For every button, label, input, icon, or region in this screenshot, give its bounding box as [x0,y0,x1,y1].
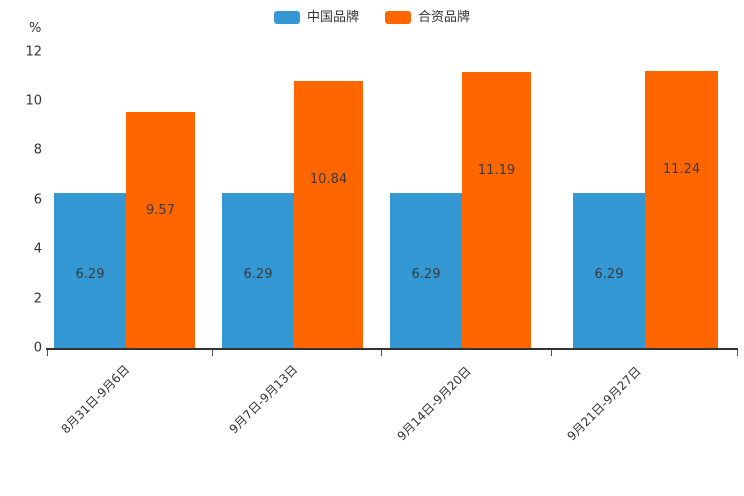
x-axis-label-1: 9月7日-9月13日 [226,362,301,437]
y-tick-label-6: 6 [33,192,42,208]
y-tick-label-2: 2 [33,291,42,307]
bar-value-label: 11.19 [477,163,516,178]
bar-value-label: 10.84 [309,172,348,187]
bar-joint-venture-brand-2[interactable]: 11.19 [462,72,531,348]
bar-value-label: 6.29 [411,267,441,282]
legend-label-china-brand: 中国品牌 [306,10,359,25]
y-tick-label-0: 0 [33,340,42,356]
bar-value-label: 6.29 [243,267,273,282]
x-axis-label-3: 9月21日-9月27日 [564,364,644,444]
x-axis-label-2: 9月14日-9月20日 [394,364,474,444]
x-axis-tick [737,350,738,356]
bar-joint-venture-brand-1[interactable]: 10.84 [294,81,363,348]
x-axis-line [46,348,738,350]
y-axis-unit-label: % [29,21,42,36]
chart-legend: 中国品牌 合资品牌 [0,11,744,24]
bar-joint-venture-brand-0[interactable]: 9.57 [126,112,195,348]
bar-value-label: 6.29 [594,267,624,282]
bar-china-brand-3[interactable]: 6.29 [573,193,645,348]
legend-swatch-orange-icon [385,11,411,24]
y-tick-label-8: 8 [33,142,42,158]
x-axis-tick [551,350,552,356]
y-axis-tick-labels: 12 10 8 6 4 2 0 [8,0,42,496]
x-axis-label-0: 8月31日-9月6日 [58,362,133,437]
y-tick-label-10: 10 [25,93,42,109]
bar-value-label: 11.24 [662,162,701,177]
bar-china-brand-0[interactable]: 6.29 [54,193,126,348]
bar-china-brand-2[interactable]: 6.29 [390,193,462,348]
bar-value-label: 6.29 [75,267,105,282]
legend-swatch-blue-icon [273,11,300,24]
bar-value-label: 9.57 [146,203,175,218]
x-axis-tick [47,350,48,356]
legend-label-joint-venture-brand: 合资品牌 [418,10,471,25]
y-tick-label-12: 12 [25,44,42,60]
bar-joint-venture-brand-3[interactable]: 11.24 [645,71,718,348]
bar-china-brand-1[interactable]: 6.29 [222,193,294,348]
legend-item-joint-venture-brand[interactable]: 合资品牌 [385,11,470,24]
x-axis-tick [212,350,213,356]
x-axis-tick [381,350,382,356]
legend-item-china-brand[interactable]: 中国品牌 [273,10,359,25]
y-tick-label-4: 4 [33,241,42,257]
